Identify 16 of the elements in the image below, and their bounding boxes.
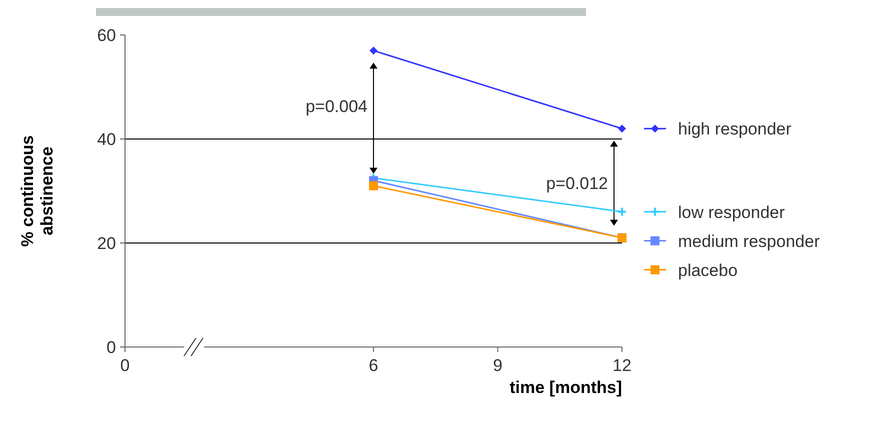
x-tick-label: 9 bbox=[493, 356, 502, 375]
annotation: p=0.004 bbox=[306, 97, 368, 116]
x-tick-label: 12 bbox=[612, 356, 632, 375]
y-tick-label: 20 bbox=[97, 234, 116, 253]
y-axis-title: % continuous abstinence bbox=[18, 135, 57, 247]
legend-label: low responder bbox=[678, 202, 786, 222]
y-tick-label: 60 bbox=[97, 26, 116, 45]
y-tick-label: 0 bbox=[106, 338, 116, 357]
annotation: p=0.012 bbox=[546, 174, 608, 194]
legend-label: placebo bbox=[678, 260, 738, 280]
x-tick-label: 0 bbox=[120, 356, 130, 375]
legend-label: high responder bbox=[678, 120, 792, 139]
legend-label: medium responder bbox=[678, 232, 820, 251]
x-tick-label: 6 bbox=[368, 356, 378, 375]
y-tick-label: 40 bbox=[97, 130, 116, 149]
x-axis-title: time [months] bbox=[510, 378, 622, 397]
